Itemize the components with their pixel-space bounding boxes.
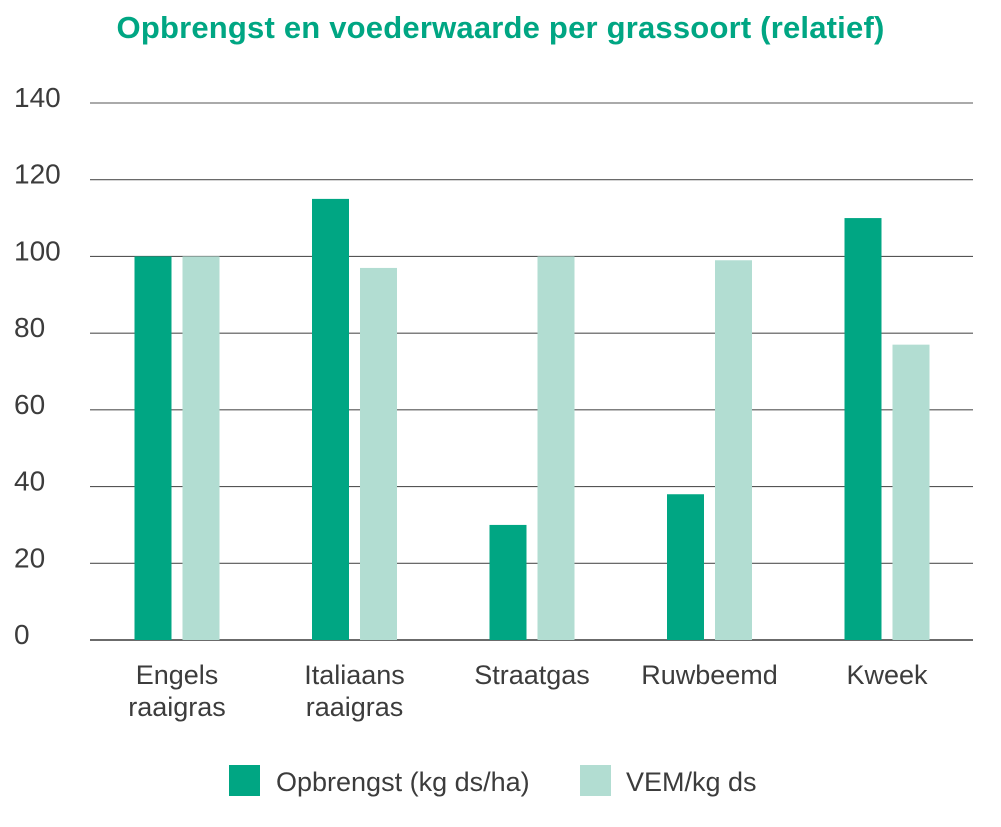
legend-label-2: VEM/kg ds — [626, 767, 757, 797]
bar-vem-1 — [182, 256, 220, 640]
legend-swatch-2 — [580, 765, 611, 796]
bar-vem-5 — [892, 344, 930, 640]
bar-opbrengst-1 — [134, 256, 172, 640]
legend-swatch-1 — [229, 765, 260, 796]
y-tick-label-80: 80 — [14, 312, 45, 343]
category-label-line: Engels — [136, 660, 219, 690]
bar-opbrengst-2 — [312, 198, 349, 640]
category-label-line: Italiaans — [304, 660, 405, 690]
y-tick-label-120: 120 — [14, 159, 61, 190]
chart-title: Opbrengst en voederwaarde per grassoort … — [116, 10, 885, 45]
category-label-4: Ruwbeemd — [641, 660, 778, 690]
category-label-3: Straatgas — [474, 660, 590, 690]
bar-vem-3 — [537, 256, 575, 640]
y-tick-label-100: 100 — [14, 235, 61, 266]
bar-vem-4 — [715, 260, 752, 640]
y-tick-label-40: 40 — [14, 466, 45, 497]
category-label-5: Kweek — [846, 660, 928, 690]
category-label-line: raaigras — [306, 692, 404, 722]
bars — [134, 198, 930, 641]
bar-opbrengst-4 — [667, 494, 704, 640]
legend: Opbrengst (kg ds/ha) VEM/kg ds — [229, 765, 757, 797]
category-label-line: Ruwbeemd — [641, 660, 778, 690]
legend-label-1: Opbrengst (kg ds/ha) — [276, 767, 530, 797]
category-label-line: Kweek — [846, 660, 928, 690]
y-tick-label-140: 140 — [14, 82, 61, 113]
bar-vem-2 — [360, 267, 397, 640]
y-axis-tick-labels: 0 20 40 60 80 100 120 140 — [14, 82, 61, 650]
y-tick-label-60: 60 — [14, 389, 45, 420]
category-label-line: raaigras — [128, 692, 226, 722]
y-tick-label-0: 0 — [14, 619, 30, 650]
category-label-1: Engels raaigras — [128, 660, 226, 722]
gridlines — [90, 102, 973, 641]
y-tick-label-20: 20 — [14, 542, 45, 573]
bar-opbrengst-3 — [489, 524, 527, 640]
bar-opbrengst-5 — [844, 218, 882, 641]
category-label-line: Straatgas — [474, 660, 590, 690]
category-label-2: Italiaans raaigras — [304, 660, 405, 722]
